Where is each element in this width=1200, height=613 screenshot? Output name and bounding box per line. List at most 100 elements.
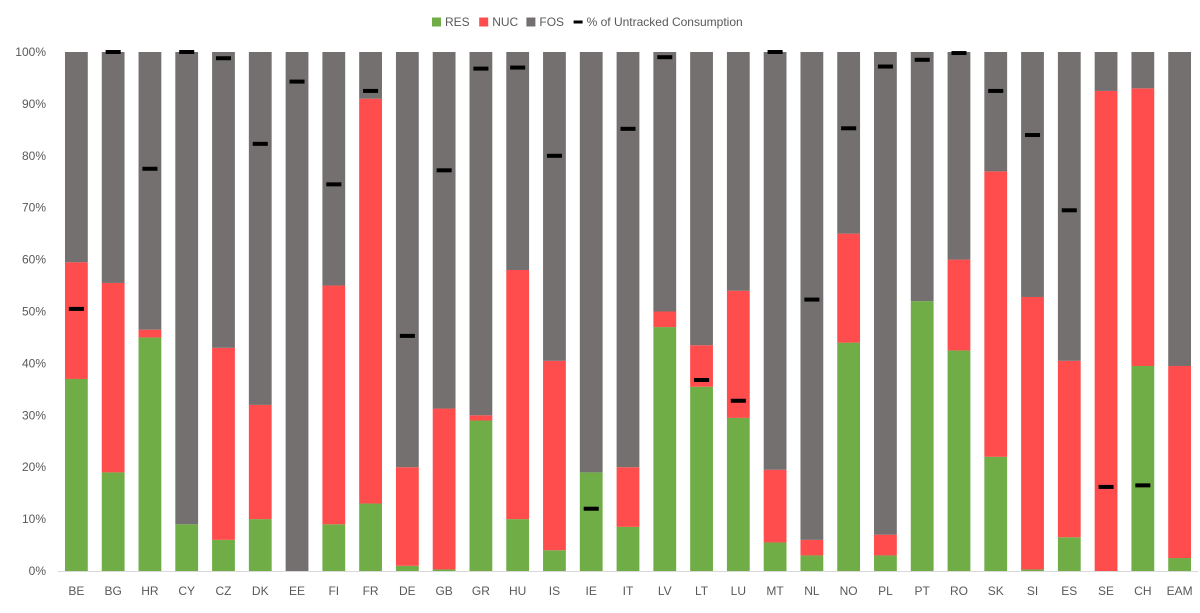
x-tick-label-ee: EE: [289, 584, 305, 598]
bar-fos-no: [837, 52, 861, 234]
bar-nuc-fr: [359, 98, 382, 504]
bar-fos-lt: [690, 52, 713, 346]
x-tick-label-cy: CY: [178, 584, 195, 598]
bar-nuc-gr: [469, 415, 493, 421]
legend-label-1: NUC: [492, 15, 518, 29]
bar-nuc-es: [1057, 360, 1081, 538]
bar-fos-cy: [175, 52, 199, 525]
bar-res-gb: [432, 569, 456, 571]
bar-res-lt: [690, 386, 713, 571]
bar-nuc-bg: [101, 282, 125, 473]
untracked-marker-nl: [804, 297, 820, 302]
bar-nuc-mt: [763, 469, 787, 543]
untracked-marker-cy: [179, 50, 195, 54]
x-tick-label-gr: GR: [472, 584, 490, 598]
bar-res-sk: [984, 456, 1008, 571]
bar-res-cz: [212, 539, 235, 571]
y-tick-label: 80%: [22, 149, 46, 163]
x-tick-label-ro: RO: [950, 584, 968, 598]
bar-nuc-lv: [653, 311, 677, 328]
untracked-marker-ee: [289, 79, 305, 84]
untracked-marker-hr: [142, 166, 158, 171]
x-tick-label-si: SI: [1027, 584, 1038, 598]
untracked-marker-es: [1061, 208, 1077, 213]
bar-nuc-dk: [248, 404, 272, 520]
bar-res-ch: [1131, 365, 1155, 571]
y-tick-label: 50%: [22, 305, 46, 319]
bar-res-ie: [579, 472, 603, 571]
y-tick-label: 10%: [22, 512, 46, 526]
bar-res-mt: [763, 542, 787, 571]
x-tick-label-lt: LT: [695, 584, 709, 598]
y-tick-label: 30%: [22, 408, 46, 422]
untracked-marker-lt: [694, 378, 710, 383]
untracked-marker-se: [1098, 484, 1114, 489]
bar-res-gr: [469, 420, 493, 571]
x-tick-label-be: BE: [68, 584, 84, 598]
untracked-marker-pt: [914, 57, 930, 62]
untracked-marker-lv: [657, 55, 673, 60]
x-tick-label-ch: CH: [1134, 584, 1151, 598]
x-tick-label-cz: CZ: [215, 584, 231, 598]
bar-res-nl: [800, 555, 824, 571]
untracked-marker-ch: [1135, 483, 1151, 488]
x-tick-label-it: IT: [623, 584, 634, 598]
bar-nuc-is: [543, 360, 566, 551]
bar-res-dk: [248, 519, 272, 571]
bar-nuc-ro: [947, 259, 971, 351]
x-tick-label-pt: PT: [915, 584, 931, 598]
bar-nuc-it: [616, 467, 640, 527]
bar-nuc-cz: [212, 347, 235, 540]
y-tick-label: 90%: [22, 97, 46, 111]
x-tick-label-se: SE: [1098, 584, 1114, 598]
untracked-marker-cz: [215, 56, 232, 61]
untracked-marker-is: [546, 153, 562, 158]
untracked-marker-no: [841, 126, 857, 131]
legend-swatch-nuc: [479, 17, 489, 27]
y-tick-label: 0%: [29, 564, 47, 578]
untracked-marker-mt: [767, 50, 783, 54]
bar-fos-ee: [285, 52, 309, 571]
untracked-marker-ro: [951, 51, 967, 56]
bar-nuc-de: [395, 467, 419, 566]
bar-nuc-be: [64, 262, 88, 379]
bar-fos-se: [1094, 52, 1118, 91]
bar-res-lu: [726, 417, 750, 571]
x-tick-label-no: NO: [840, 584, 858, 598]
untracked-marker-hu: [510, 65, 526, 70]
bar-fos-de: [395, 52, 419, 468]
bar-nuc-nl: [800, 539, 824, 556]
y-tick-label: 60%: [22, 253, 46, 267]
bar-fos-fr: [359, 52, 382, 99]
bar-fos-pl: [874, 52, 897, 535]
legend-marker-untracked: [573, 20, 583, 24]
bar-nuc-sk: [984, 171, 1008, 457]
bar-res-cy: [175, 524, 199, 571]
bar-nuc-fi: [322, 285, 346, 525]
bar-fos-it: [616, 52, 640, 468]
bar-res-fi: [322, 524, 346, 571]
x-tick-label-mt: MT: [766, 584, 784, 598]
bar-res-fr: [359, 503, 382, 571]
bar-nuc-gb: [432, 408, 456, 570]
x-tick-label-eam: EAM: [1167, 584, 1193, 598]
x-tick-label-dk: DK: [252, 584, 269, 598]
untracked-marker-lu: [730, 398, 746, 403]
x-tick-label-ie: IE: [586, 584, 597, 598]
bar-nuc-lu: [726, 290, 750, 418]
x-tick-label-es: ES: [1061, 584, 1077, 598]
bar-nuc-eam: [1168, 365, 1192, 559]
x-tick-label-gb: GB: [435, 584, 452, 598]
bar-res-hu: [506, 519, 530, 571]
untracked-marker-gb: [436, 168, 452, 173]
bar-res-de: [395, 565, 419, 571]
bar-fos-dk: [248, 52, 272, 405]
bar-res-bg: [101, 472, 125, 571]
bar-res-is: [543, 550, 566, 571]
bar-nuc-hu: [506, 269, 530, 520]
bar-fos-lv: [653, 52, 677, 312]
bar-res-eam: [1168, 558, 1192, 571]
untracked-marker-gr: [473, 66, 489, 71]
